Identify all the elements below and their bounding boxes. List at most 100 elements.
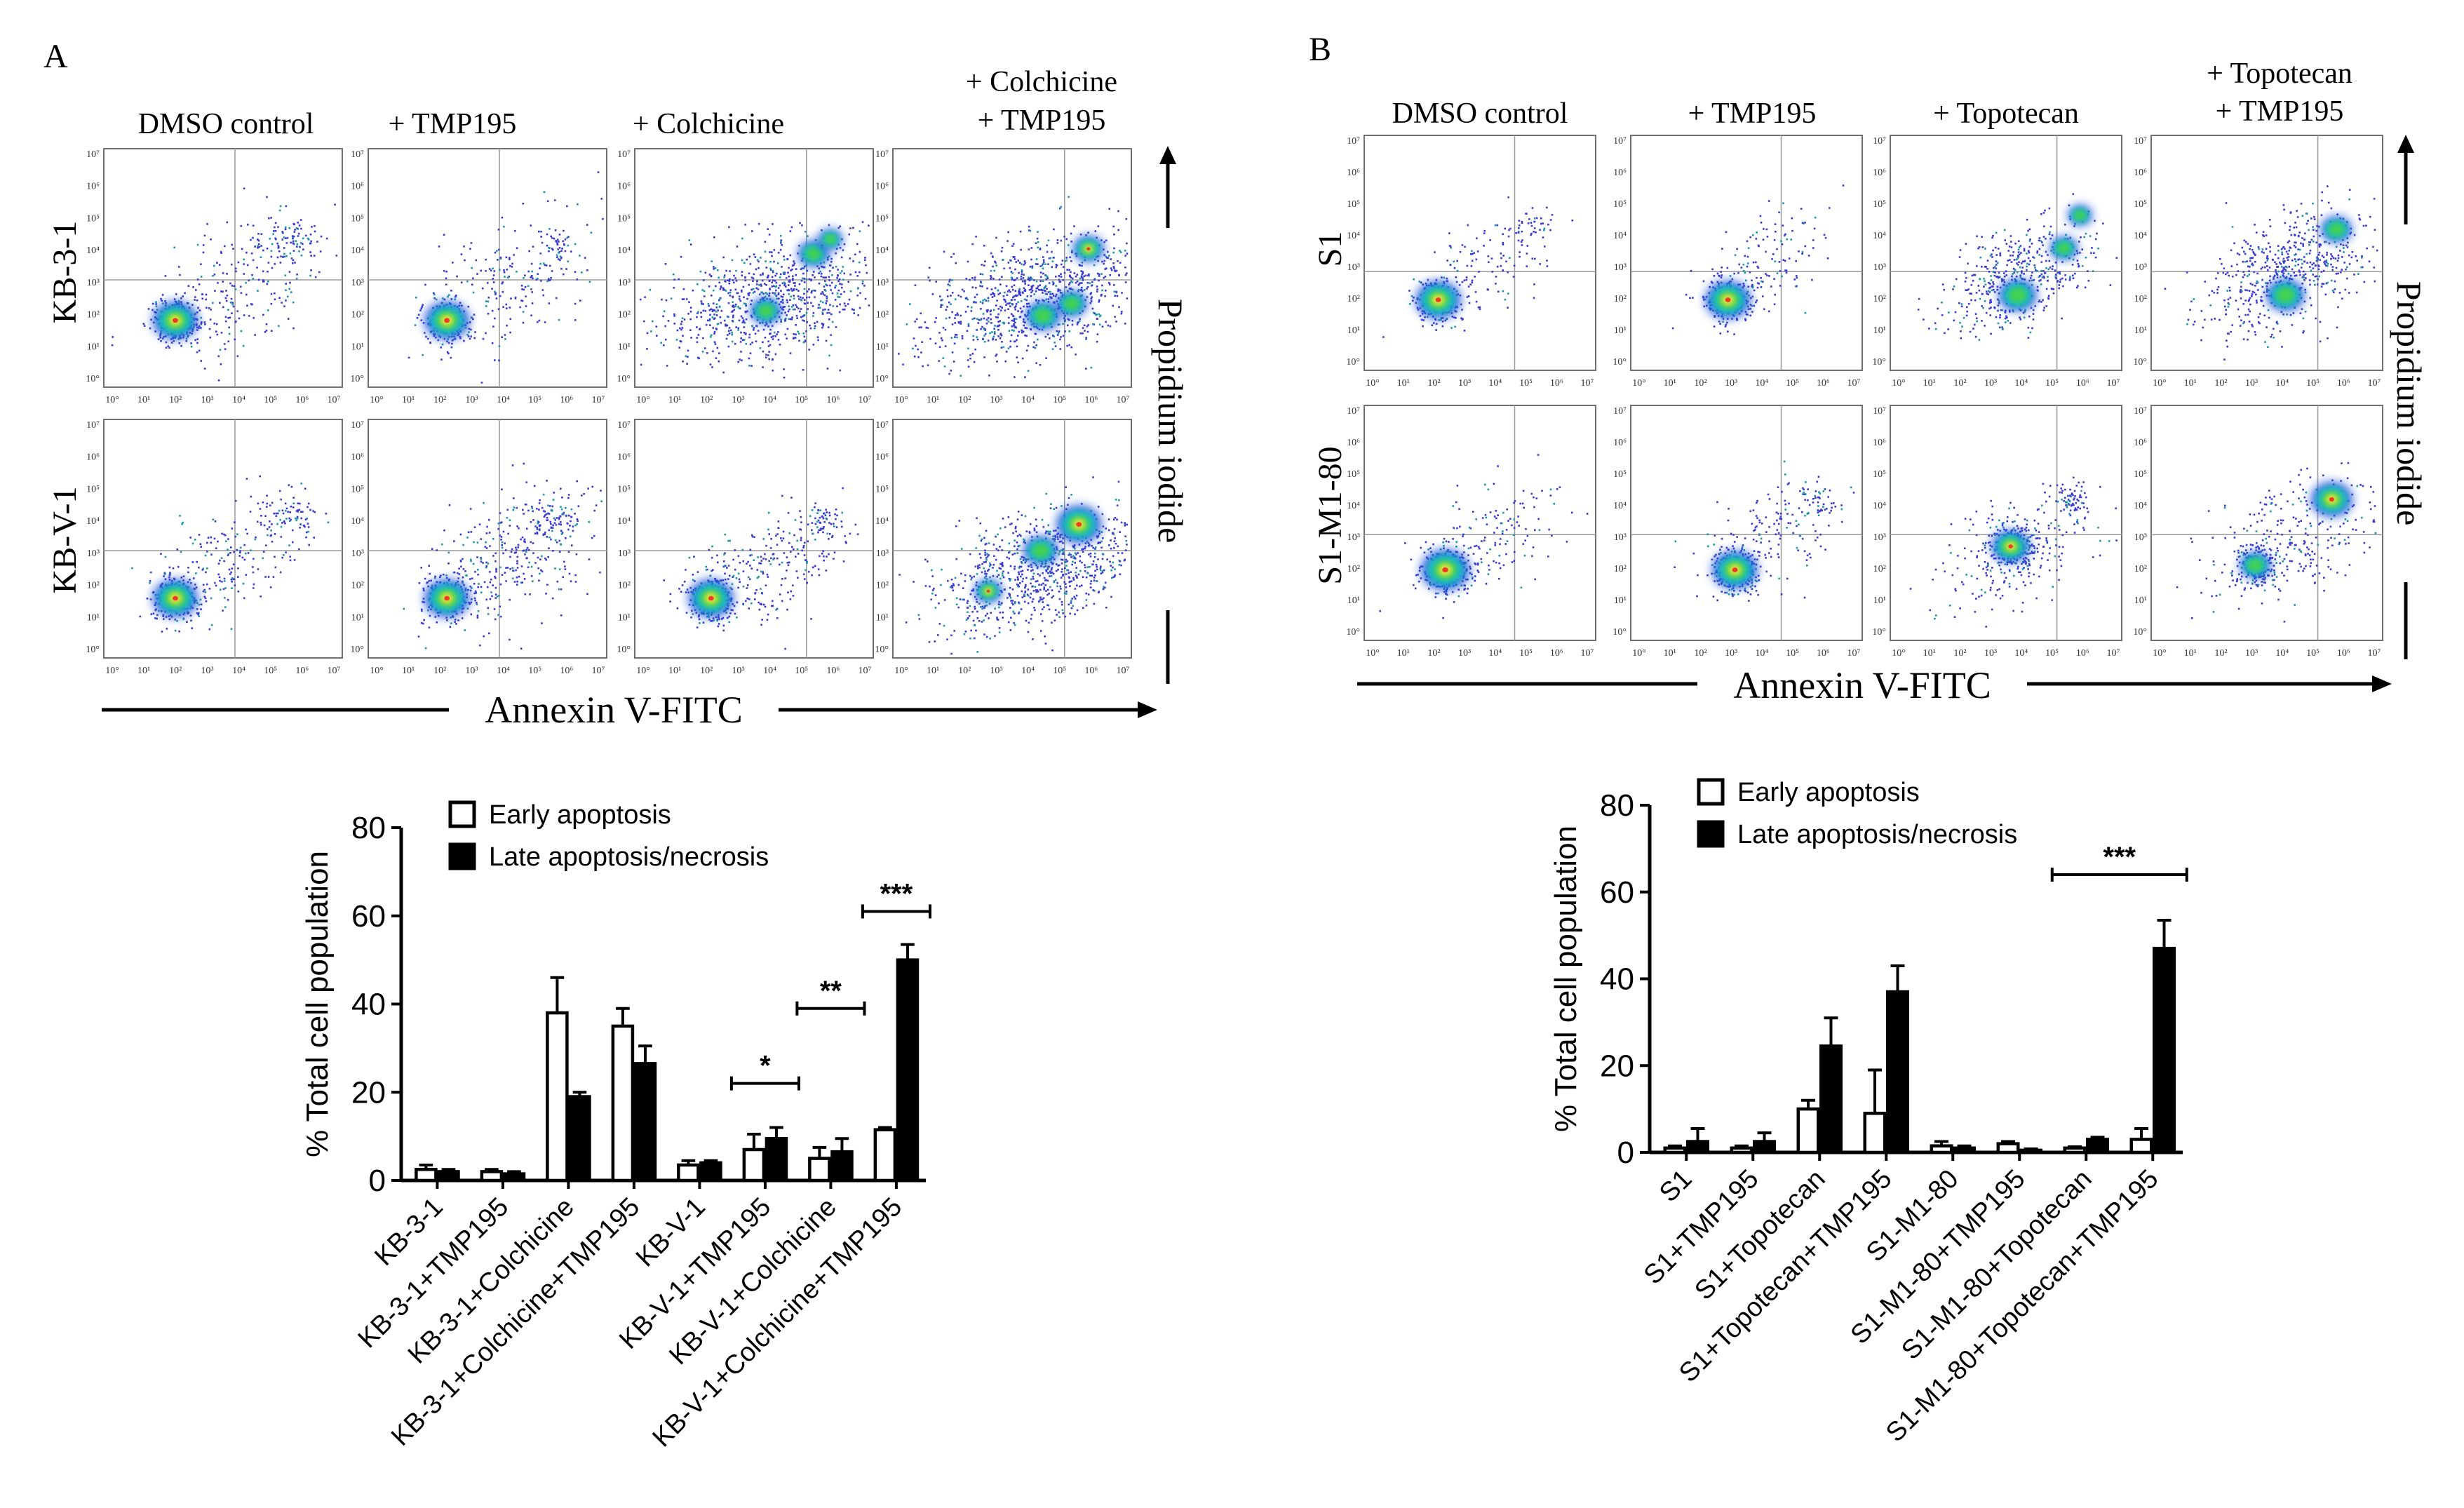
x-tick-label: 10⁶ [560, 395, 573, 405]
flow-plot-b-r2-c4: 10° 10° 10¹ 10¹ 10² 10² 10³ 10³ 10⁴ 10⁴ 10⁵ 10⁵ 10⁶ 1… [2133, 405, 2383, 659]
y-tick-label: 10⁷ [1613, 406, 1627, 417]
y-tick-label: 10³ [1873, 532, 1886, 543]
y-tick-label: 10⁷ [86, 420, 100, 431]
x-tick-label: 10⁶ [2076, 648, 2089, 659]
tick-labels: 10° 10° 10¹ 10¹ 10² 10² 10³ 10³ 10⁴ 10⁴ 10⁵ 10⁵ 10⁶ 1… [2133, 136, 2381, 389]
bar-late [502, 1172, 526, 1183]
x-tick-label: 10¹ [137, 666, 150, 676]
y-tick-label: 10¹ [618, 612, 631, 623]
x-tick-label: 10⁷ [328, 395, 341, 405]
y-tick-label: 10² [2134, 564, 2147, 574]
y-tick-label: 10⁶ [351, 452, 364, 463]
density-cores [2266, 216, 2352, 311]
x-tick-label: 10³ [2245, 378, 2258, 389]
bar-early [2063, 1146, 2087, 1154]
bar-late [699, 1161, 722, 1183]
x-tick-label: 10¹ [668, 666, 681, 676]
flow-plot-frame [1630, 405, 1863, 641]
flow-plot-b-r1-c1: 10° 10° 10¹ 10¹ 10² 10² 10³ 10³ 10⁴ 10⁴ 10⁵ 10⁵ 10⁶ 1… [1346, 135, 1596, 389]
y-tick-label: 10⁷ [2134, 136, 2147, 147]
density-cores [750, 229, 843, 325]
bar-early [1996, 1142, 2020, 1154]
y-tick-label: 10² [618, 581, 631, 591]
x-tick-label: 10⁶ [826, 666, 840, 676]
y-tick-label: 10⁴ [875, 245, 889, 256]
y-tick-label: 10⁴ [617, 245, 631, 256]
x-tick-label: 10° [2153, 378, 2167, 389]
x-tick-label: 10° [370, 395, 384, 405]
x-tick-label: 10⁴ [1488, 378, 1502, 389]
x-tick-label: 10² [1953, 648, 1966, 659]
bar-early [1730, 1146, 1753, 1154]
y-tick-label: 10⁴ [1347, 501, 1360, 511]
panel-b-x-axis-label: Annexin V-FITC [1733, 664, 1991, 706]
x-tick-label: 10⁷ [1847, 378, 1861, 389]
x-tick-label: 10² [433, 395, 446, 405]
bar-early [742, 1147, 766, 1183]
flow-plot-frame [103, 148, 343, 388]
panel-b-col2-title: + TMP195 [1688, 97, 1817, 130]
density-cores [424, 579, 470, 618]
bar-early [415, 1168, 438, 1183]
y-tick-label: 10⁵ [2134, 199, 2147, 210]
y-tick-label: 10¹ [876, 612, 889, 623]
y-tick-label: 20 [351, 1075, 386, 1110]
y-tick-label: 10⁵ [1347, 469, 1360, 480]
panel-b-col4-title-line1: + Topotecan [2207, 58, 2352, 90]
y-tick-label: 10° [86, 374, 100, 384]
y-tick-label: 10⁶ [875, 452, 889, 463]
y-tick-label: 10⁶ [351, 182, 364, 192]
y-tick-label: 10⁴ [875, 516, 889, 527]
x-tick-label: 10° [105, 666, 119, 676]
x-tick-label: 10² [1953, 378, 1966, 389]
y-tick-label: 10⁶ [86, 182, 100, 192]
flow-plot-frame [2150, 135, 2383, 371]
y-tick-label: 10⁶ [1347, 168, 1360, 178]
y-tick-label: 10⁶ [875, 182, 889, 192]
y-tick-label: 10⁵ [617, 213, 631, 224]
x-tick-label: 10² [2214, 378, 2227, 389]
x-tick-label: 10³ [1984, 378, 1997, 389]
x-tick-label: 10⁷ [1117, 666, 1130, 676]
flow-plot-b-r2-c1: 10° 10° 10¹ 10¹ 10² 10² 10³ 10³ 10⁴ 10⁴ 10⁵ 10⁵ 10⁶ 1… [1346, 405, 1596, 659]
y-tick-label: 10¹ [1873, 325, 1886, 336]
x-tick-label: 10¹ [1397, 378, 1410, 389]
y-tick-label: 10¹ [351, 342, 364, 352]
x-tick-label: 10⁶ [1550, 648, 1563, 659]
y-tick-label: 10⁶ [1873, 438, 1886, 448]
tick-labels: 10° 10° 10¹ 10¹ 10² 10² 10³ 10³ 10⁴ 10⁴ 10⁵ 10⁵ 10⁶ 1… [1872, 136, 2120, 389]
density-cores [152, 301, 198, 340]
y-tick-label: 10° [1872, 627, 1886, 638]
y-tick-label: 10⁷ [617, 420, 631, 431]
y-tick-label: 10⁷ [2134, 406, 2147, 417]
y-tick-label: 10³ [1873, 262, 1886, 273]
y-tick-label: 10¹ [351, 612, 364, 623]
x-tick-label: 10⁷ [859, 666, 872, 676]
y-tick-label: 80 [1600, 788, 1634, 823]
y-tick-label: 10⁵ [2134, 469, 2147, 480]
y-tick-label: 10° [617, 374, 631, 384]
y-tick-label: 10³ [351, 278, 364, 288]
x-tick-label: 10³ [990, 395, 1002, 405]
y-tick-label: 10³ [1614, 532, 1627, 543]
y-tick-label: 10⁴ [1873, 231, 1886, 241]
x-tick-label: 10⁴ [2014, 378, 2028, 389]
legend-label: Early apoptosis [489, 800, 671, 830]
x-tick-label: 10° [1632, 648, 1646, 659]
flow-plot-a-r2-c1: 10° 10° 10¹ 10¹ 10² 10² 10³ 10³ 10⁴ 10⁴ 10⁵ 10⁵ 10⁶ 1… [86, 419, 343, 676]
panel-a-letter: A [43, 38, 68, 75]
y-tick-label: 10⁷ [1873, 406, 1886, 417]
x-tick-label: 10⁶ [2337, 378, 2350, 389]
y-tick-label: 10¹ [2134, 595, 2147, 606]
flow-plot-a-r1-c2: 10° 10° 10¹ 10¹ 10² 10² 10³ 10³ 10⁴ 10⁴ 10⁵ 10⁵ 10⁶ 1… [350, 148, 607, 405]
x-tick-label: 10² [700, 395, 713, 405]
flow-plot-frame [368, 419, 607, 659]
y-tick-label: 10° [1872, 357, 1886, 368]
x-tick-label: 10⁴ [2014, 648, 2028, 659]
bar-early [1663, 1146, 1687, 1154]
legend-swatch [448, 800, 476, 828]
y-tick-label: 10⁴ [2134, 231, 2147, 241]
x-tick-label: 10¹ [1664, 378, 1676, 389]
y-tick-label: 40 [351, 988, 386, 1022]
